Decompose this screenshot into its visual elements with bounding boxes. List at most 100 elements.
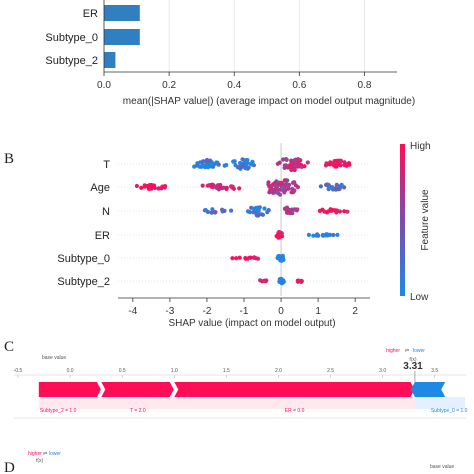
panel-b-point — [254, 213, 259, 218]
panel-b-point — [344, 163, 349, 168]
panel-c-x-ticks: -0.5 0.0 0.5 1.0 1.5 2.0 2.5 3.0 3.5 — [14, 368, 438, 378]
panel-c-feature-label: ER = 0.0 — [285, 408, 305, 414]
panel-b-point — [267, 184, 272, 189]
panel-c-tick-label: 3.5 — [431, 368, 438, 374]
panel-b-point — [295, 278, 300, 283]
panel-b-point — [278, 192, 283, 197]
panel-c-tick-label: 2.5 — [327, 368, 334, 374]
panel-a-category-label: Subtype_2 — [45, 55, 98, 67]
panel-c-force-plot: higher ⇄ lower f(x) 3.31 base value -0.5… — [14, 348, 468, 419]
panel-c-higher-shadow — [174, 397, 415, 409]
panel-b-point — [149, 183, 154, 188]
panel-c-tick-label: 3.0 — [379, 368, 386, 374]
panel-b-point — [259, 212, 264, 217]
panel-b-point — [230, 256, 235, 261]
panel-b-point — [152, 185, 157, 190]
panel-b-point — [337, 162, 342, 167]
panel-b-point — [280, 185, 285, 191]
panel-c-tick-label: 0.0 — [67, 368, 74, 374]
panel-b-colorbar — [400, 144, 405, 296]
panel-a-category-label: Subtype_0 — [45, 32, 98, 44]
panel-b-point — [279, 258, 284, 263]
panel-b-point — [245, 209, 251, 214]
panel-b-beeswarm-chart: T Age N ER Subtype_0 Subtype_2 -4 -3 -2 -1 0 1 2 SH… — [57, 141, 431, 329]
panel-a-bar-chart: ER Subtype_0 Subtype_2 0.0 0.2 0.4 0.6 0.8 mea… — [45, 0, 415, 107]
panel-b-feature-label: ER — [95, 230, 110, 242]
panel-c-fx-value: 3.31 — [403, 361, 423, 372]
panel-b-point — [323, 163, 329, 168]
panel-b-point — [321, 233, 326, 238]
panel-b-point — [331, 232, 336, 238]
panel-c-tick-label: 2.0 — [275, 368, 282, 374]
panel-b-point — [326, 209, 331, 214]
panel-b-feature-label: Subtype_0 — [57, 253, 110, 265]
panel-b-point — [335, 232, 340, 237]
panel-b-letter: B — [4, 151, 14, 167]
panel-b-point — [283, 157, 289, 162]
panel-b-tick-label: -3 — [165, 306, 174, 317]
panel-c-force-bars — [38, 371, 466, 409]
panel-b-point — [200, 183, 205, 188]
panel-b-point — [134, 183, 139, 189]
panel-b-point — [229, 184, 234, 189]
panel-b-point — [194, 163, 199, 168]
panel-b-x-ticks: -4 -3 -2 -1 0 1 2 — [128, 298, 358, 317]
panel-b-point — [209, 210, 214, 215]
panel-b-point — [206, 165, 211, 170]
panel-b-point — [302, 164, 307, 169]
panel-c-segment-divider — [96, 381, 102, 398]
panel-b-point — [255, 206, 261, 211]
panel-b-point — [237, 186, 242, 191]
panel-b-point — [291, 180, 296, 185]
panel-b-point — [333, 164, 338, 169]
panel-b-point — [305, 160, 310, 165]
panel-b-point — [262, 206, 267, 211]
panel-b-point — [209, 161, 214, 166]
panel-b-point — [266, 180, 271, 185]
panel-b-point — [339, 182, 344, 187]
panel-c-lower-shadow — [414, 397, 466, 409]
panel-c-feature-label: Subtype_0 = 1.0 — [431, 408, 468, 414]
panel-b-point — [237, 255, 242, 260]
panel-a-gridlines — [168, 0, 365, 72]
panel-a-x-ticks: 0.0 0.2 0.4 0.6 0.8 — [97, 72, 372, 91]
panel-b-feature-label: N — [102, 206, 110, 218]
panel-b-point — [326, 186, 331, 191]
panel-b-point — [315, 233, 320, 238]
panel-c-higher-segment — [101, 382, 175, 397]
panel-c-higher-shadow — [101, 397, 175, 409]
panel-d-arrows-icon: ⇄ — [43, 451, 47, 457]
panel-b-point — [342, 160, 347, 165]
panel-c-higher-label: higher — [386, 348, 400, 354]
panel-b-tick-label: -4 — [128, 306, 137, 317]
panel-b-tick-label: -1 — [240, 306, 249, 317]
panel-a-category-label: ER — [83, 8, 98, 20]
panel-b-point — [318, 184, 323, 189]
panel-b-point — [213, 210, 218, 215]
panel-b-point — [332, 208, 337, 213]
panel-c-lower-label: lower — [413, 348, 425, 354]
panel-d-higher-label: higher — [28, 451, 42, 457]
panel-b-point — [271, 187, 276, 193]
panel-b-point — [282, 178, 287, 183]
panel-b-point — [334, 186, 339, 191]
panel-b-point — [282, 206, 287, 211]
panel-b-colorbar-low-label: Low — [410, 292, 429, 303]
panel-c-base-value-label: base value — [42, 355, 66, 361]
panel-b-point — [275, 187, 280, 192]
panel-a-tick-label: 0.4 — [227, 80, 241, 91]
panel-b-point — [203, 208, 208, 213]
panel-b-tick-label: -2 — [202, 306, 211, 317]
panel-a-x-axis-label: mean(|SHAP value|) (average impact on mo… — [123, 96, 415, 107]
panel-b-point — [250, 159, 255, 164]
panel-c-feature-label: Subtype_2 = 1.0 — [40, 408, 77, 414]
panel-b-point — [248, 255, 253, 260]
panel-b-point — [243, 166, 248, 171]
panel-b-point — [245, 158, 250, 163]
panel-c-feature-labels: Subtype_2 = 1.0 T = 2.0 ER = 0.0 Subtype_0 … — [40, 408, 468, 414]
panel-a-tick-label: 0.8 — [357, 80, 371, 91]
panel-a-tick-label: 0.6 — [292, 80, 306, 91]
panel-d-letter: D — [4, 460, 15, 474]
panel-b-point — [205, 183, 210, 188]
panel-b-point — [234, 256, 239, 261]
